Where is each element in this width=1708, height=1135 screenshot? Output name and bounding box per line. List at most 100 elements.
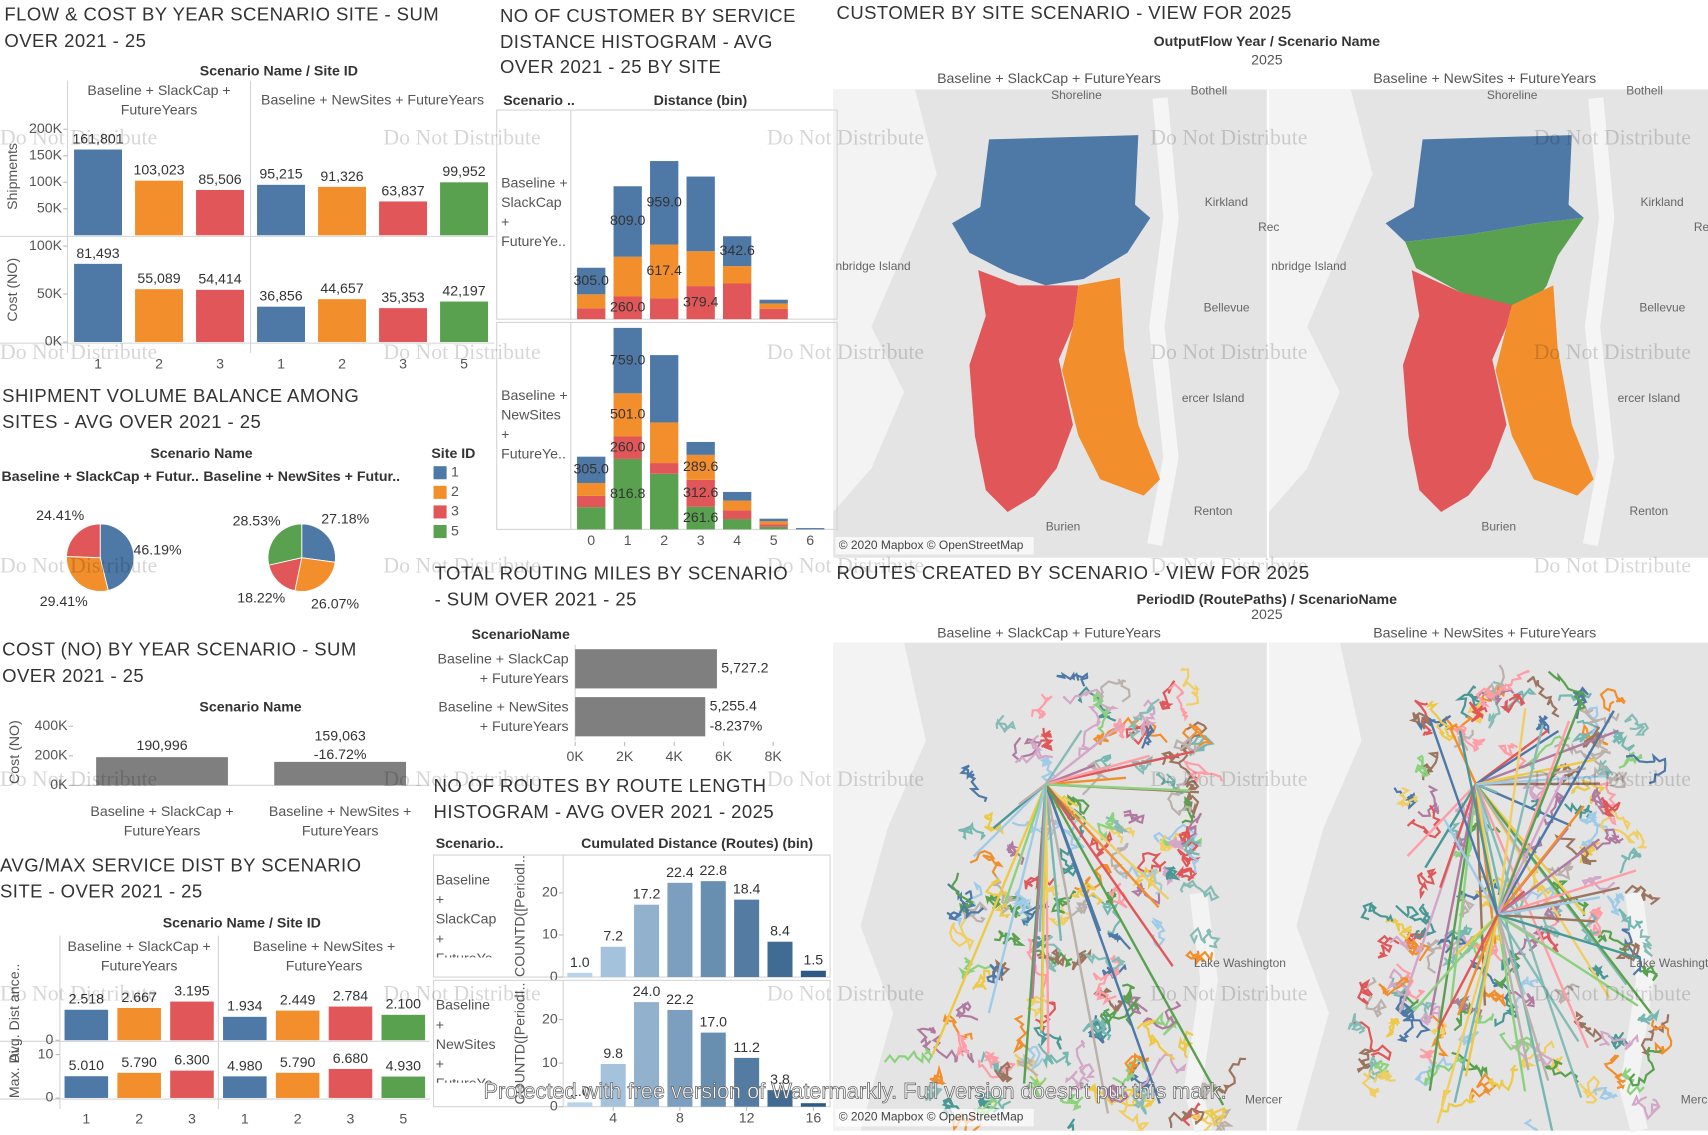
route-path xyxy=(1014,734,1053,764)
y-tick-label: 0K xyxy=(45,334,63,350)
value-label: 17.2 xyxy=(633,887,661,903)
route-path xyxy=(1406,804,1442,839)
bar-segment xyxy=(686,479,715,507)
route-path xyxy=(994,930,1026,947)
route-path xyxy=(1523,1118,1539,1131)
watermark: Do Not Distribute xyxy=(0,767,157,791)
bar xyxy=(135,289,183,343)
map-water xyxy=(1269,89,1373,512)
route-path xyxy=(931,783,1047,1055)
panel-frame xyxy=(432,854,831,978)
route-path xyxy=(1579,810,1598,826)
route-path xyxy=(1547,670,1587,712)
value-label: 22.8 xyxy=(699,863,727,879)
bar-segment xyxy=(650,463,679,474)
route-path xyxy=(1385,1017,1401,1038)
route-path xyxy=(987,783,1047,1014)
route-path xyxy=(1386,968,1410,997)
column-header: Scenario Name xyxy=(150,446,252,462)
row-label: Baseline + NewSites + FutureYe.. xyxy=(501,386,568,462)
route-path xyxy=(983,1051,1002,1069)
bar xyxy=(440,301,488,343)
watermark: Do Not Distribute xyxy=(383,340,540,364)
bar xyxy=(381,1014,426,1041)
route-path xyxy=(1066,1118,1076,1131)
route-path xyxy=(1092,690,1109,734)
route-path xyxy=(1044,722,1123,786)
value-label: 91,326 xyxy=(320,169,363,185)
bar xyxy=(275,1072,320,1098)
bar xyxy=(800,1103,826,1107)
legend-swatch xyxy=(433,466,447,480)
route-path xyxy=(1498,1032,1533,1055)
route-path xyxy=(1182,836,1201,856)
route-path xyxy=(1044,784,1110,1114)
route-path xyxy=(1496,708,1527,916)
route-path xyxy=(1092,972,1117,1006)
route-path xyxy=(972,783,1047,858)
value-label: 2.518 xyxy=(69,992,105,1008)
value-label: 18.22% xyxy=(237,591,285,607)
bar xyxy=(379,308,427,343)
x-tick-label: 8 xyxy=(676,1110,684,1126)
x-tick-label: 6K xyxy=(715,749,733,765)
route-path xyxy=(1098,678,1131,703)
route-path xyxy=(1026,995,1050,1018)
watermark: Do Not Distribute xyxy=(0,554,157,578)
x-tick-label: 2 xyxy=(294,1111,302,1127)
route-path xyxy=(1497,896,1601,917)
route-path xyxy=(1615,942,1640,962)
chart-title: NO OF ROUTES BY ROUTE LENGTH HISTOGRAM -… xyxy=(433,775,775,822)
route-path xyxy=(1475,758,1596,786)
bar xyxy=(170,1070,214,1098)
chart-title-box: AVG/MAX SERVICE DIST BY SCENARIO SITE - … xyxy=(0,855,361,901)
panel-frame xyxy=(496,321,838,530)
route-path xyxy=(1540,928,1559,953)
route-path xyxy=(1107,932,1132,950)
value-label: 959.0 xyxy=(646,195,682,211)
route-path xyxy=(1082,1017,1112,1041)
route-path xyxy=(1152,1010,1179,1036)
watermark: Do Not Distribute xyxy=(1534,982,1691,1006)
route-path xyxy=(1347,1013,1366,1035)
value-label: 260.0 xyxy=(610,439,646,455)
route-path xyxy=(1024,1075,1047,1097)
route-path xyxy=(1168,682,1189,722)
route-path xyxy=(1474,784,1554,1131)
place-label: Lake Washington xyxy=(1194,956,1286,970)
bar-segment xyxy=(723,236,752,267)
bar-segment xyxy=(613,296,642,320)
value-label: 4.980 xyxy=(227,1058,263,1074)
route-path xyxy=(1045,754,1150,786)
bar-segment xyxy=(686,176,715,252)
watermark: Do Not Distribute xyxy=(383,554,540,578)
route-path xyxy=(1030,693,1053,720)
x-tick-label: 1 xyxy=(94,357,102,373)
chart-title-box: TOTAL ROUTING MILES BY SCENARIO - SUM OV… xyxy=(435,563,788,609)
route-path xyxy=(1426,700,1457,742)
y-tick-label: 10 xyxy=(542,927,558,943)
route-path xyxy=(1497,742,1527,768)
route-path xyxy=(1590,786,1613,815)
bar xyxy=(74,149,122,236)
route-path xyxy=(1373,1069,1396,1083)
route-path xyxy=(1136,851,1167,874)
map-title: CUSTOMER BY SITE SCENARIO - VIEW FOR 202… xyxy=(837,2,1292,23)
y-tick-label: 20 xyxy=(542,885,558,901)
route-path xyxy=(1603,1054,1626,1090)
y-tick-label: Baseline + NewSites + FutureYears xyxy=(438,698,569,735)
place-label: Renton xyxy=(1194,504,1233,518)
y-tick-label: 10 xyxy=(38,1046,54,1062)
y-tick-label: 200K xyxy=(34,748,68,764)
panel-frame xyxy=(432,979,831,1108)
y-tick-label: 20 xyxy=(542,1011,558,1027)
route-path xyxy=(1152,823,1199,850)
chart-title: NO OF CUSTOMER BY SERVICE DISTANCE HISTO… xyxy=(499,5,796,78)
route-path xyxy=(1481,989,1507,1007)
place-label: Mercer xyxy=(1245,1092,1282,1106)
bar-segment xyxy=(613,436,642,459)
route-path xyxy=(1497,913,1595,923)
route-path xyxy=(1003,783,1047,904)
legend-label: 3 xyxy=(451,504,459,520)
route-path xyxy=(883,1048,934,1065)
